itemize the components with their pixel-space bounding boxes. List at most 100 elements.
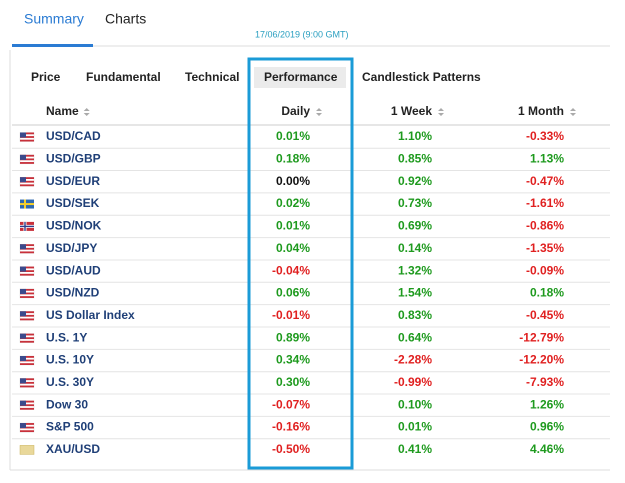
instrument-name[interactable]: USD/NZD	[46, 286, 100, 300]
flag-stripe	[20, 340, 34, 343]
performance-value: -0.01%	[272, 308, 310, 322]
performance-value: -0.07%	[272, 397, 310, 411]
flag-stripe	[20, 407, 34, 410]
performance-value: 0.34%	[276, 353, 310, 367]
performance-value: 0.73%	[398, 196, 432, 210]
performance-value: 0.01%	[398, 420, 432, 434]
column-highlight	[247, 57, 354, 470]
flag-stripe	[20, 423, 34, 425]
flag-stripe	[20, 251, 34, 254]
performance-value: -1.61%	[526, 196, 564, 210]
flag-canton	[20, 423, 26, 429]
column-header[interactable]: 1 Month	[518, 104, 564, 118]
performance-value: -0.09%	[526, 263, 564, 277]
performance-value: -0.99%	[394, 375, 432, 389]
timestamp: 17/06/2019 (9:00 GMT)	[255, 29, 349, 39]
flag-stripe	[20, 314, 34, 317]
instrument-name[interactable]: U.S. 10Y	[46, 353, 94, 367]
subtab[interactable]: Fundamental	[86, 70, 161, 84]
flag-stripe	[20, 363, 34, 365]
instrument-name[interactable]: U.S. 30Y	[46, 375, 94, 389]
flag-stripe	[20, 318, 34, 321]
flag-canton	[20, 132, 26, 138]
flag-stripe	[20, 244, 34, 247]
performance-value: 0.69%	[398, 219, 432, 233]
performance-value: 0.01%	[276, 219, 310, 233]
flag	[19, 445, 35, 455]
performance-value: 0.06%	[276, 286, 310, 300]
sort-icon[interactable]	[570, 108, 576, 116]
performance-value: -12.20%	[519, 353, 564, 367]
sort-icon[interactable]	[316, 108, 322, 116]
subtab-active	[254, 67, 346, 88]
performance-value: 0.41%	[398, 442, 432, 456]
performance-value: -2.28%	[394, 353, 432, 367]
performance-value: -0.50%	[272, 442, 310, 456]
tab-charts[interactable]: Charts	[105, 11, 146, 27]
instrument-name[interactable]: S&P 500	[46, 420, 94, 434]
performance-value: 0.01%	[276, 129, 310, 143]
instrument-name[interactable]: Dow 30	[46, 397, 88, 411]
instrument-name[interactable]: XAU/USD	[46, 442, 100, 456]
flag-stripe	[20, 136, 34, 138]
flag-stripe	[20, 139, 34, 142]
flag-canton	[20, 288, 26, 294]
performance-value: -0.86%	[526, 219, 564, 233]
instrument-name[interactable]: USD/JPY	[46, 241, 97, 255]
performance-value: 1.32%	[398, 263, 432, 277]
performance-value: 0.85%	[398, 152, 432, 166]
performance-value: 0.10%	[398, 397, 432, 411]
flag-stripe	[20, 247, 34, 250]
flag-stripe	[20, 292, 34, 295]
performance-value: -1.35%	[526, 241, 564, 255]
instrument-name[interactable]: USD/SEK	[46, 196, 100, 210]
sort-icon[interactable]	[83, 108, 90, 116]
performance-value: 0.18%	[276, 152, 310, 166]
sort-icon[interactable]	[438, 108, 444, 116]
performance-value: 0.89%	[276, 330, 310, 344]
flag-canton	[20, 356, 26, 361]
flag-stripe	[20, 385, 34, 388]
performance-value: 1.13%	[530, 152, 564, 166]
subtab[interactable]: Technical	[185, 70, 239, 84]
subtab[interactable]: Price	[31, 70, 61, 84]
instrument-name[interactable]: USD/CAD	[46, 129, 101, 143]
column-header[interactable]: Daily	[281, 104, 310, 118]
flag-stripe	[20, 158, 34, 161]
instrument-name[interactable]: USD/EUR	[46, 174, 100, 188]
performance-value: 0.30%	[276, 375, 310, 389]
performance-value: -0.04%	[272, 263, 310, 277]
performance-value: 1.54%	[398, 286, 432, 300]
flag-stripe	[20, 180, 34, 183]
instrument-name[interactable]: USD/AUD	[46, 263, 101, 277]
subtab[interactable]: Performance	[264, 70, 338, 84]
flag-cross	[20, 225, 34, 228]
instrument-name[interactable]: US Dollar Index	[46, 308, 135, 322]
performance-value: 0.96%	[530, 420, 564, 434]
flag-stripe	[20, 404, 34, 407]
column-header[interactable]: 1 Week	[391, 104, 432, 118]
flag-stripe	[20, 430, 34, 433]
performance-value: 0.02%	[276, 196, 310, 210]
tab-summary[interactable]: Summary	[24, 11, 84, 27]
flag-stripe	[20, 356, 34, 358]
flag-stripe	[20, 426, 34, 429]
subtab[interactable]: Candlestick Patterns	[362, 70, 481, 84]
instrument-name[interactable]: USD/GBP	[46, 152, 101, 166]
flag-stripe	[20, 296, 34, 298]
performance-value: -12.79%	[519, 330, 564, 344]
performance-value: 0.83%	[398, 308, 432, 322]
flag-stripe	[20, 162, 34, 164]
performance-value: 0.00%	[276, 174, 310, 188]
flag-stripe	[20, 132, 34, 135]
flag-canton	[20, 333, 26, 339]
column-header[interactable]: Name	[46, 104, 79, 118]
flag-stripe	[20, 273, 34, 276]
flag-canton	[20, 154, 26, 160]
flag-canton	[20, 378, 26, 384]
flag-canton	[20, 311, 26, 317]
instrument-name[interactable]: USD/NOK	[46, 219, 102, 233]
instrument-name[interactable]: U.S. 1Y	[46, 330, 87, 344]
performance-value: 1.10%	[398, 129, 432, 143]
